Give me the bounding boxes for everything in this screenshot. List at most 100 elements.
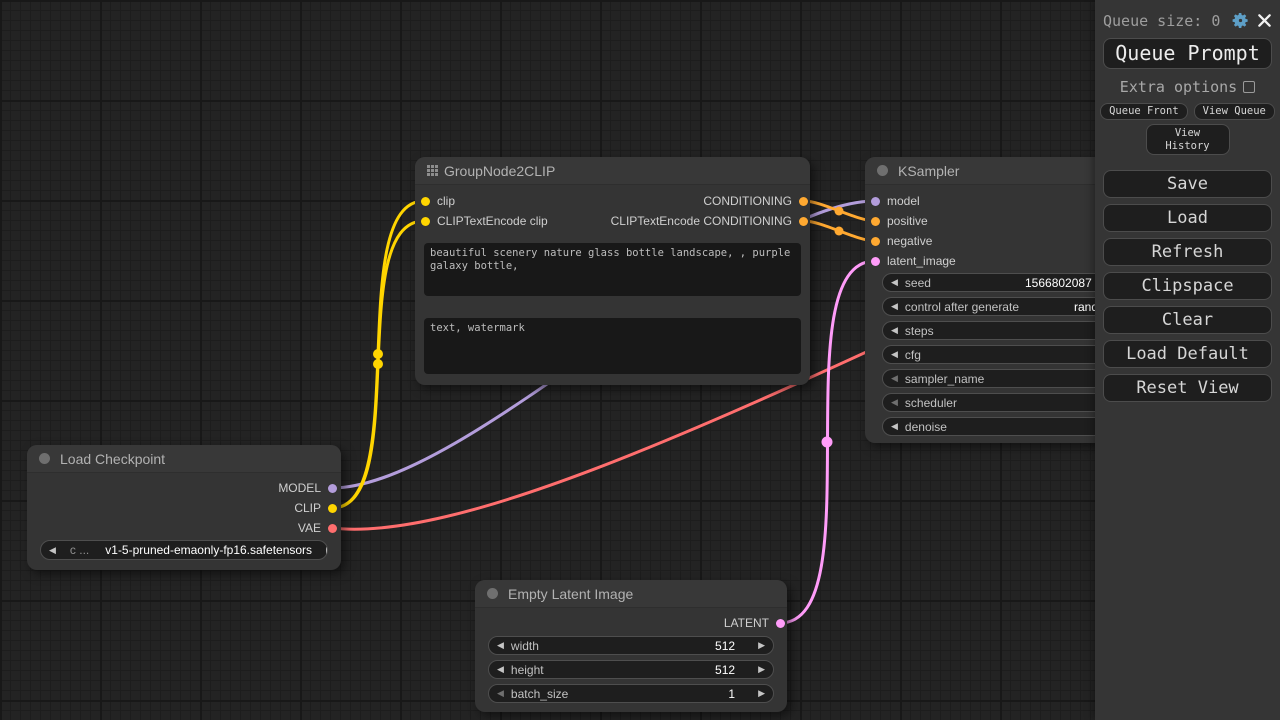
widget-sampler-name[interactable]: ◀ sampler_name [882, 369, 1146, 388]
widget-label: scheduler [904, 395, 957, 410]
input-slot-positive[interactable]: positive [871, 213, 928, 229]
widget-label: denoise [904, 419, 947, 434]
widget-seed[interactable]: ◀ seed 1566802087 [882, 273, 1146, 292]
increment-arrow-icon[interactable]: ▶ [758, 688, 765, 698]
input-slot-latent-image[interactable]: latent_image [871, 253, 956, 269]
queue-front-button[interactable]: Queue Front [1100, 103, 1188, 120]
decrement-arrow-icon[interactable]: ◀ [891, 349, 898, 359]
slot-label: clip [437, 194, 456, 208]
slot-label: MODEL [278, 481, 321, 495]
output-slot-clip[interactable]: CLIP [294, 500, 337, 516]
refresh-button[interactable]: Refresh [1103, 238, 1272, 266]
view-history-button[interactable]: View History [1145, 124, 1230, 155]
load-default-button[interactable]: Load Default [1103, 340, 1272, 368]
conditioning-slot-dot[interactable] [799, 216, 808, 226]
node-empty-latent-image[interactable]: Empty Latent Image LATENT ◀ width 512 ▶ … [475, 580, 787, 712]
decrement-arrow-icon[interactable]: ◀ [497, 688, 504, 698]
reset-view-button[interactable]: Reset View [1103, 374, 1272, 402]
output-slot-model[interactable]: MODEL [278, 480, 337, 496]
link-dot [373, 359, 383, 369]
view-queue-button[interactable]: View Queue [1193, 103, 1275, 120]
queue-size-label: Queue size: 0 [1103, 11, 1221, 30]
widget-scheduler[interactable]: ◀ scheduler [882, 393, 1146, 412]
link-dot [834, 226, 844, 236]
settings-gear-icon[interactable] [1231, 11, 1250, 30]
slot-label: model [887, 194, 920, 208]
save-button[interactable]: Save [1103, 170, 1272, 198]
clip-slot-dot[interactable] [328, 503, 337, 513]
node-load-checkpoint[interactable]: Load Checkpoint MODEL CLIP VAE ◀ c ... v… [27, 445, 341, 570]
node-title-bar[interactable]: Load Checkpoint [27, 445, 341, 473]
widget-batch-size[interactable]: ◀ batch_size 1 ▶ [488, 684, 774, 703]
link-dot [834, 206, 844, 216]
slot-label: CLIPTextEncode CONDITIONING [610, 214, 792, 228]
increment-arrow-icon[interactable]: ▶ [758, 664, 765, 674]
prev-option-arrow-icon[interactable]: ◀ [49, 544, 56, 555]
next-option-arrow-icon[interactable]: ▶ [326, 545, 327, 556]
decrement-arrow-icon[interactable]: ◀ [497, 664, 504, 674]
clip-slot-dot[interactable] [421, 196, 430, 206]
decrement-arrow-icon[interactable]: ◀ [891, 301, 898, 311]
slot-label: CLIP [294, 501, 321, 515]
close-icon[interactable] [1257, 13, 1272, 28]
output-slot-cliptextencode-conditioning[interactable]: CLIPTextEncode CONDITIONING [611, 213, 808, 229]
widget-cfg[interactable]: ◀ cfg [882, 345, 1146, 364]
decrement-arrow-icon[interactable]: ◀ [891, 421, 898, 431]
input-slot-negative[interactable]: negative [871, 233, 932, 249]
widget-label: sampler_name [904, 371, 985, 386]
load-button[interactable]: Load [1103, 204, 1272, 232]
decrement-arrow-icon[interactable]: ◀ [891, 277, 898, 287]
widget-height[interactable]: ◀ height 512 ▶ [488, 660, 774, 679]
decrement-arrow-icon[interactable]: ◀ [891, 325, 898, 335]
slot-label: VAE [297, 521, 321, 535]
input-slot-model[interactable]: model [871, 193, 920, 209]
node-groupnode2clip[interactable]: GroupNode2CLIP clip CLIPTextEncode clip … [415, 157, 810, 385]
clear-button[interactable]: Clear [1103, 306, 1272, 334]
model-slot-dot[interactable] [871, 196, 880, 206]
positive-prompt-textarea[interactable]: beautiful scenery nature glass bottle la… [424, 243, 801, 296]
widget-label: height [510, 662, 544, 677]
node-title-bar[interactable]: Empty Latent Image [475, 580, 787, 608]
widget-steps[interactable]: ◀ steps [882, 321, 1146, 340]
output-slot-conditioning[interactable]: CONDITIONING [703, 193, 808, 209]
extra-options-checkbox[interactable] [1243, 81, 1256, 93]
output-slot-latent[interactable]: LATENT [724, 615, 785, 631]
view-history-line: History [1165, 140, 1210, 152]
queue-size-value: 0 [1211, 11, 1221, 30]
collapse-dot-icon[interactable] [877, 165, 888, 176]
input-slot-clip[interactable]: clip [421, 193, 455, 209]
node-title-bar[interactable]: GroupNode2CLIP [415, 157, 810, 185]
conditioning-slot-dot[interactable] [799, 196, 808, 206]
negative-prompt-textarea[interactable]: text, watermark [424, 318, 801, 374]
increment-arrow-icon[interactable]: ▶ [758, 640, 765, 650]
widget-value-prefix: c ... [69, 543, 90, 557]
slot-label: CLIPTextEncode clip [437, 214, 548, 228]
clipspace-button[interactable]: Clipspace [1103, 272, 1272, 300]
decrement-arrow-icon[interactable]: ◀ [891, 397, 898, 407]
widget-ckpt-name[interactable]: ◀ c ... v1-5-pruned-emaonly-fp16.safeten… [40, 540, 328, 560]
node-title: Load Checkpoint [60, 450, 166, 467]
conditioning-slot-dot[interactable] [871, 216, 880, 226]
latent-slot-dot[interactable] [871, 256, 880, 266]
widget-value: 512 [715, 662, 736, 677]
input-slot-cliptextencode-clip[interactable]: CLIPTextEncode clip [421, 213, 548, 229]
clip-slot-dot[interactable] [421, 216, 430, 226]
model-slot-dot[interactable] [328, 483, 337, 493]
decrement-arrow-icon[interactable]: ◀ [891, 373, 898, 383]
collapse-dot-icon[interactable] [39, 453, 50, 464]
link-dot [373, 349, 383, 359]
conditioning-slot-dot[interactable] [871, 236, 880, 246]
latent-slot-dot[interactable] [776, 618, 785, 628]
widget-width[interactable]: ◀ width 512 ▶ [488, 636, 774, 655]
vae-slot-dot[interactable] [328, 523, 337, 533]
widget-label: seed [904, 275, 931, 290]
queue-prompt-button[interactable]: Queue Prompt [1103, 38, 1272, 69]
widget-denoise[interactable]: ◀ denoise [882, 417, 1146, 436]
decrement-arrow-icon[interactable]: ◀ [497, 640, 504, 650]
collapse-dot-icon[interactable] [487, 588, 498, 599]
widget-value: 1566802087 [1025, 275, 1092, 290]
output-slot-vae[interactable]: VAE [298, 520, 337, 536]
widget-label: steps [904, 323, 934, 338]
slot-label: CONDITIONING [703, 194, 792, 208]
